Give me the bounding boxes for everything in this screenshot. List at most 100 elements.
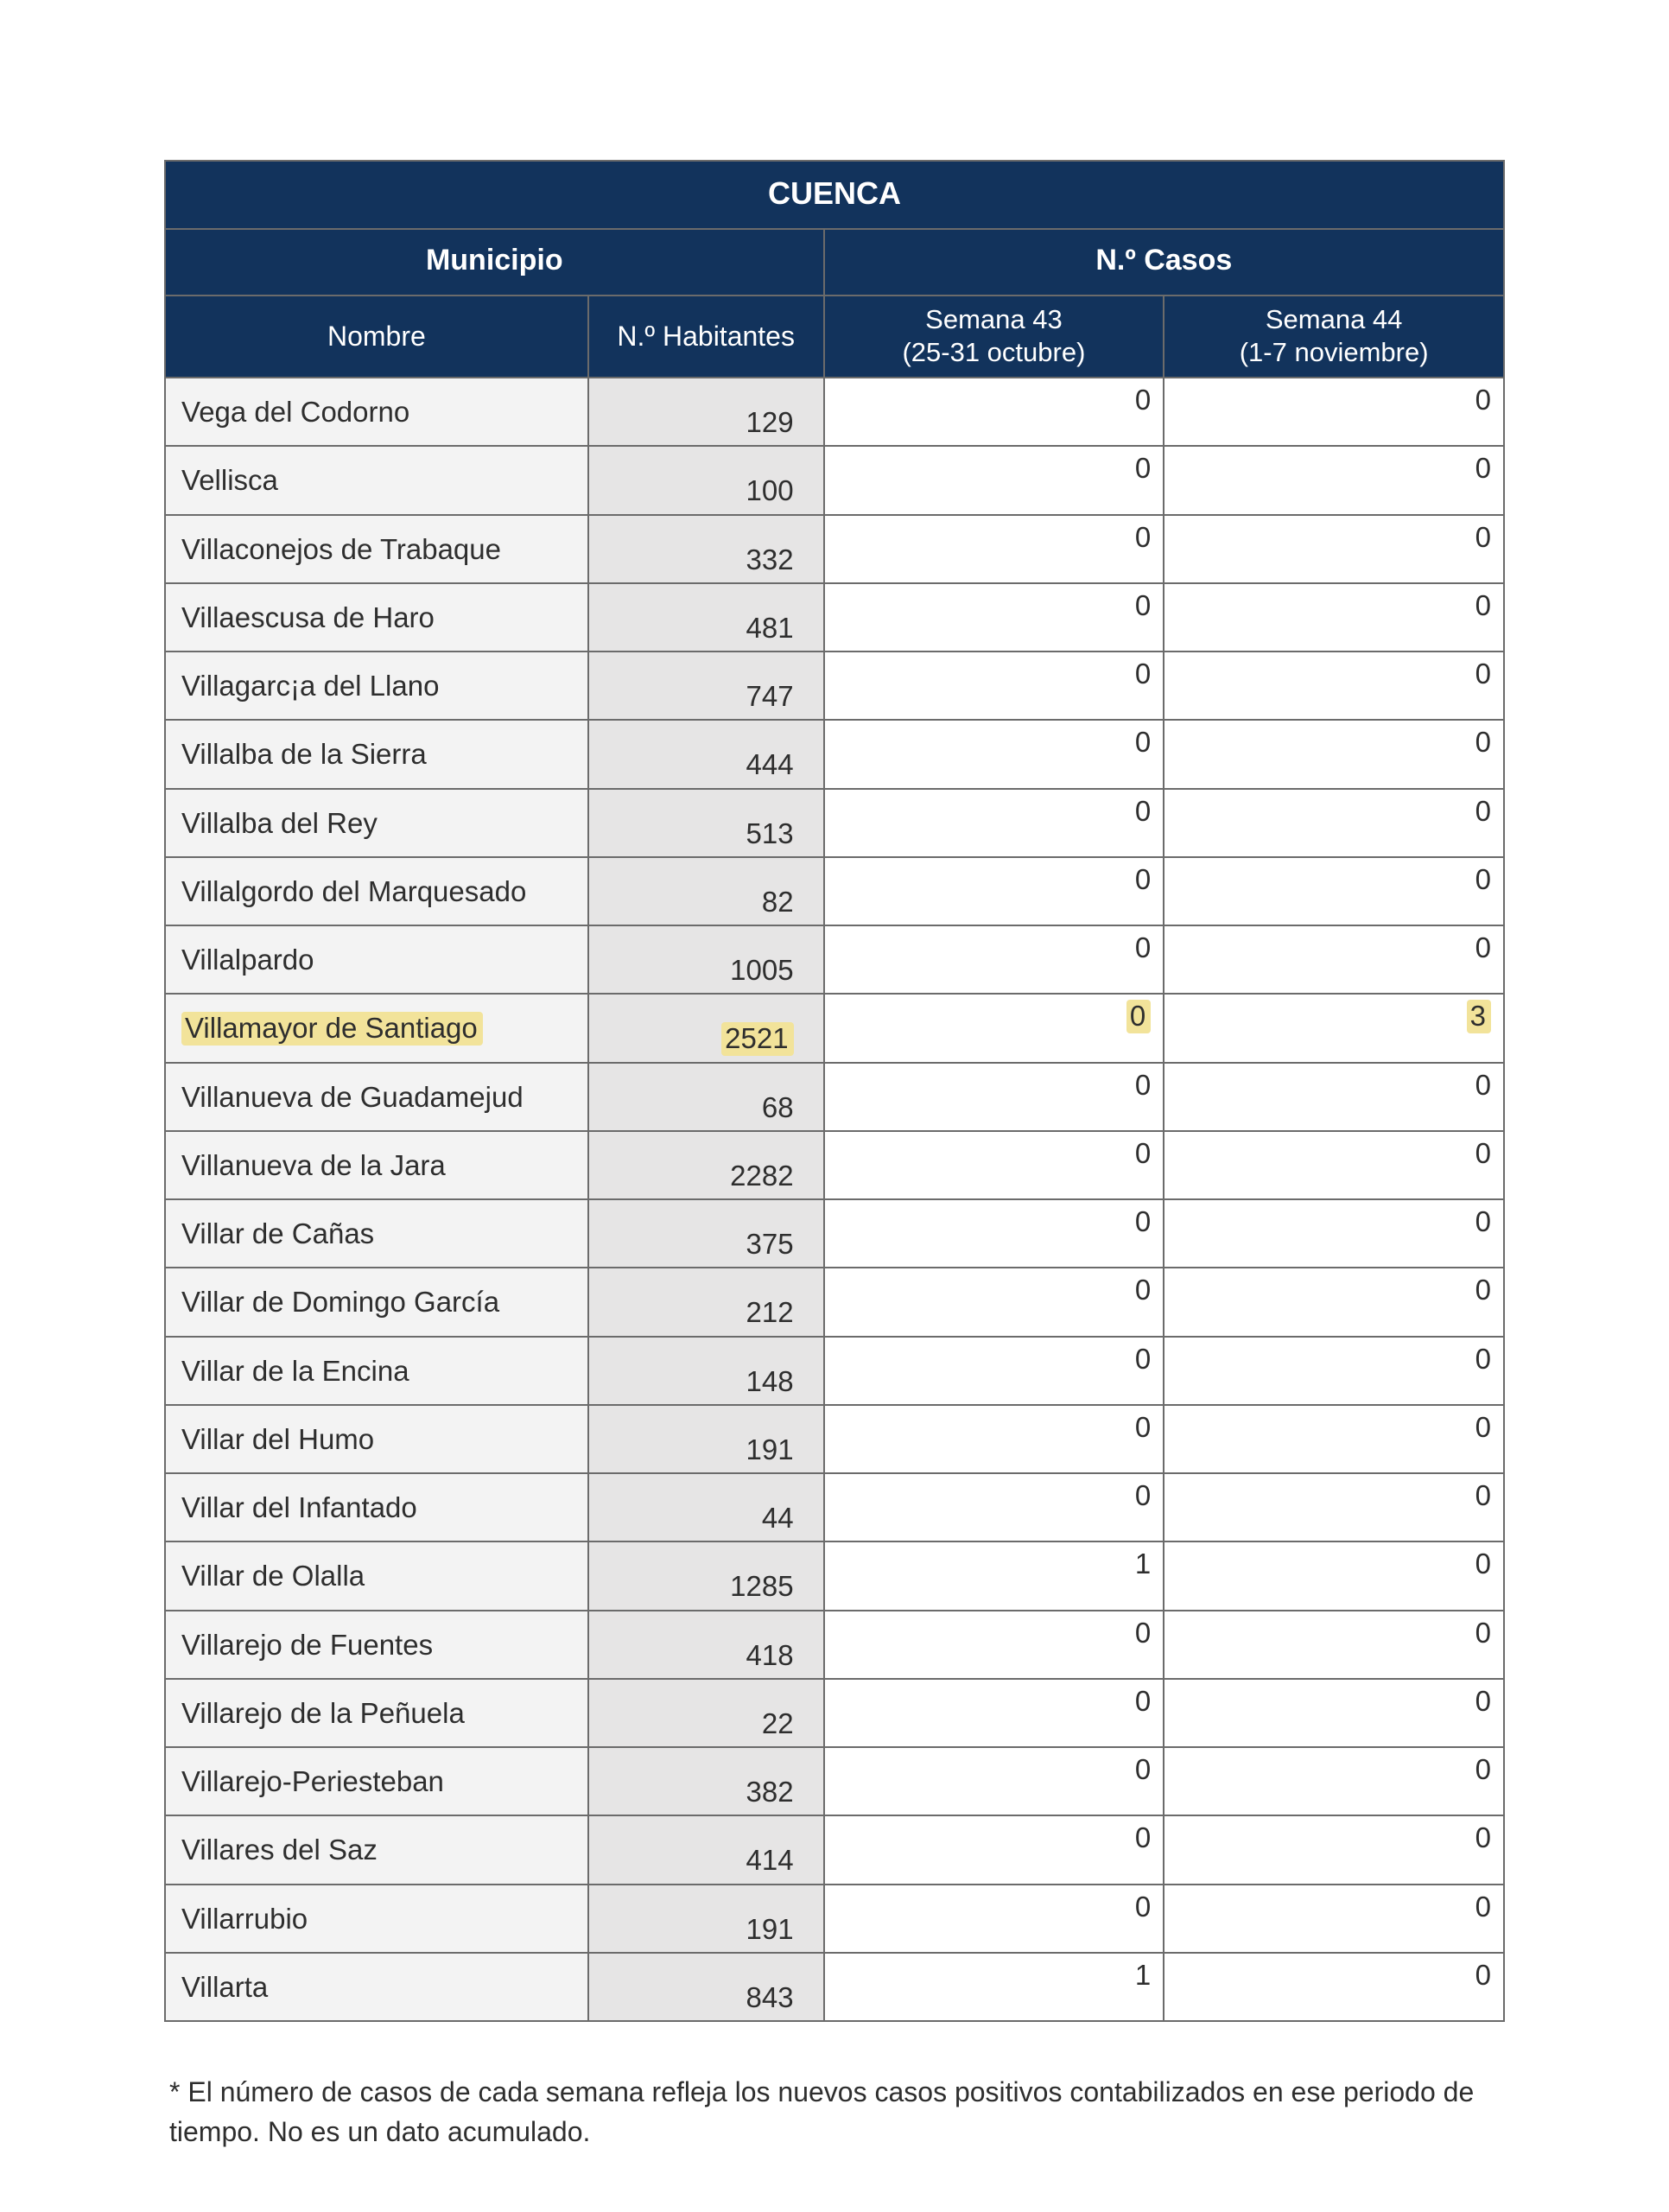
table-body: Vega del Codorno12900Vellisca10000Villac…	[165, 378, 1504, 2021]
cell-nombre-value: Villalgordo del Marquesado	[181, 875, 526, 907]
cell-habitantes: 418	[588, 1611, 824, 1679]
cell-semana-43: 0	[824, 446, 1164, 514]
cell-habitantes-value: 747	[746, 680, 794, 712]
table-row: Villar de Olalla128510	[165, 1541, 1504, 1610]
cell-nombre-value: Villares del Saz	[181, 1834, 378, 1866]
cell-semana-44: 0	[1164, 1611, 1504, 1679]
cell-nombre-value: Villalba del Rey	[181, 807, 378, 839]
cell-nombre: Vega del Codorno	[165, 378, 588, 446]
cell-semana-44-value: 0	[1475, 795, 1491, 827]
table-row: Villares del Saz41400	[165, 1815, 1504, 1884]
cell-habitantes-value: 129	[746, 406, 794, 438]
cell-habitantes: 2282	[588, 1131, 824, 1199]
header-casos: N.º Casos	[824, 229, 1504, 296]
cell-nombre-value: Villar de Cañas	[181, 1217, 374, 1249]
cell-nombre: Villar del Humo	[165, 1405, 588, 1473]
cell-semana-43: 0	[824, 1337, 1164, 1405]
cell-semana-44-value: 0	[1475, 1548, 1491, 1580]
cell-habitantes: 375	[588, 1199, 824, 1268]
cell-habitantes-value: 100	[746, 474, 794, 506]
cell-semana-43-value: 0	[1135, 384, 1151, 416]
table-row: Vega del Codorno12900	[165, 378, 1504, 446]
cell-habitantes-value: 82	[762, 886, 794, 918]
table-title: CUENCA	[165, 161, 1504, 229]
cell-semana-44-value: 0	[1475, 1959, 1491, 1991]
cell-semana-44-value: 0	[1475, 1205, 1491, 1237]
cell-semana-44: 0	[1164, 1747, 1504, 1815]
cell-semana-44: 0	[1164, 1953, 1504, 2021]
cell-semana-44: 0	[1164, 925, 1504, 994]
table-row: Villar de Domingo García21200	[165, 1268, 1504, 1336]
table-row: Villar del Humo19100	[165, 1405, 1504, 1473]
table-row: Villaconejos de Trabaque33200	[165, 515, 1504, 583]
cell-nombre-value: Villagarc¡a del Llano	[181, 670, 439, 702]
cell-habitantes-value: 212	[746, 1296, 794, 1328]
cell-nombre-value: Villar del Humo	[181, 1423, 374, 1455]
cell-habitantes: 2521	[588, 994, 824, 1062]
cell-semana-43: 0	[824, 583, 1164, 652]
table-row: Villagarc¡a del Llano 747 0 0	[165, 652, 1504, 720]
cell-semana-44-value: 0	[1475, 1411, 1491, 1443]
cell-semana-44: 0	[1164, 857, 1504, 925]
cell-semana-43-value: 0	[1135, 863, 1151, 895]
header-municipio: Municipio	[165, 229, 824, 296]
cases-table: CUENCA Municipio N.º Casos Nombre N.º Ha…	[164, 160, 1505, 2022]
table-row: Vellisca10000	[165, 446, 1504, 514]
cell-semana-43-value: 0	[1135, 795, 1151, 827]
cell-semana-44-value: 0	[1475, 1343, 1491, 1375]
cell-semana-43: 0	[824, 1199, 1164, 1268]
table-row: Villarejo de Fuentes41800	[165, 1611, 1504, 1679]
cell-habitantes: 82	[588, 857, 824, 925]
cell-semana-43: 0	[824, 515, 1164, 583]
cell-nombre-value: Villarrubio	[181, 1903, 308, 1935]
cell-nombre-value: Villanueva de la Jara	[181, 1149, 446, 1181]
cell-semana-44-value: 0	[1475, 1617, 1491, 1649]
cell-habitantes-value: 148	[746, 1365, 794, 1397]
cell-habitantes: 1005	[588, 925, 824, 994]
cell-habitantes: 332	[588, 515, 824, 583]
cell-semana-43-value: 0	[1135, 452, 1151, 484]
cell-semana-43-value: 0	[1135, 931, 1151, 963]
cell-nombre-value: Villamayor de Santiago	[181, 1012, 483, 1046]
cell-semana-44: 0	[1164, 1199, 1504, 1268]
cell-semana-43: 0	[824, 1405, 1164, 1473]
cell-nombre-value: Villarejo de Fuentes	[181, 1629, 433, 1661]
cell-nombre: Villares del Saz	[165, 1815, 588, 1884]
cell-semana-43: 0	[824, 857, 1164, 925]
cell-semana-43: 1	[824, 1541, 1164, 1610]
cell-nombre: Villarta	[165, 1953, 588, 2021]
cell-semana-44-value: 0	[1475, 521, 1491, 553]
cell-habitantes: 68	[588, 1063, 824, 1131]
cell-semana-43: 0	[824, 652, 1164, 720]
cell-semana-44-value: 0	[1475, 452, 1491, 484]
cell-habitantes: 44	[588, 1473, 824, 1541]
cell-semana-44-value: 0	[1475, 1685, 1491, 1717]
cell-habitantes-value: 332	[746, 543, 794, 575]
cell-semana-43: 0	[824, 720, 1164, 788]
cell-nombre-value: Villarejo de la Peñuela	[181, 1697, 465, 1729]
cell-semana-43: 0	[824, 1815, 1164, 1884]
cell-semana-43: 0	[824, 1611, 1164, 1679]
table-row: Villarejo de la Peñuela2200	[165, 1679, 1504, 1747]
cell-nombre: Villagarc¡a del Llano	[165, 652, 588, 720]
cell-semana-43-value: 0	[1135, 1479, 1151, 1511]
cell-habitantes: 843	[588, 1953, 824, 2021]
cell-nombre-value: Villarta	[181, 1971, 268, 2003]
cell-nombre: Villalba de la Sierra	[165, 720, 588, 788]
cell-nombre: Villalpardo	[165, 925, 588, 994]
cell-semana-44-value: 0	[1475, 1137, 1491, 1169]
cell-semana-43-value: 1	[1135, 1548, 1151, 1580]
cell-semana-43-value: 0	[1126, 1000, 1151, 1033]
cell-nombre: Villanueva de Guadamejud	[165, 1063, 588, 1131]
cell-nombre: Villaescusa de Haro	[165, 583, 588, 652]
cell-habitantes: 148	[588, 1337, 824, 1405]
cell-habitantes-value: 444	[746, 748, 794, 780]
cell-semana-44: 0	[1164, 1679, 1504, 1747]
cell-semana-43: 0	[824, 1268, 1164, 1336]
cell-semana-44-value: 0	[1475, 658, 1491, 690]
table-row: Villarta84310	[165, 1953, 1504, 2021]
cell-habitantes-value: 414	[746, 1844, 794, 1876]
cell-nombre-value: Villalba de la Sierra	[181, 738, 427, 770]
cell-semana-43: 0	[824, 1131, 1164, 1199]
cell-semana-44: 0	[1164, 1063, 1504, 1131]
